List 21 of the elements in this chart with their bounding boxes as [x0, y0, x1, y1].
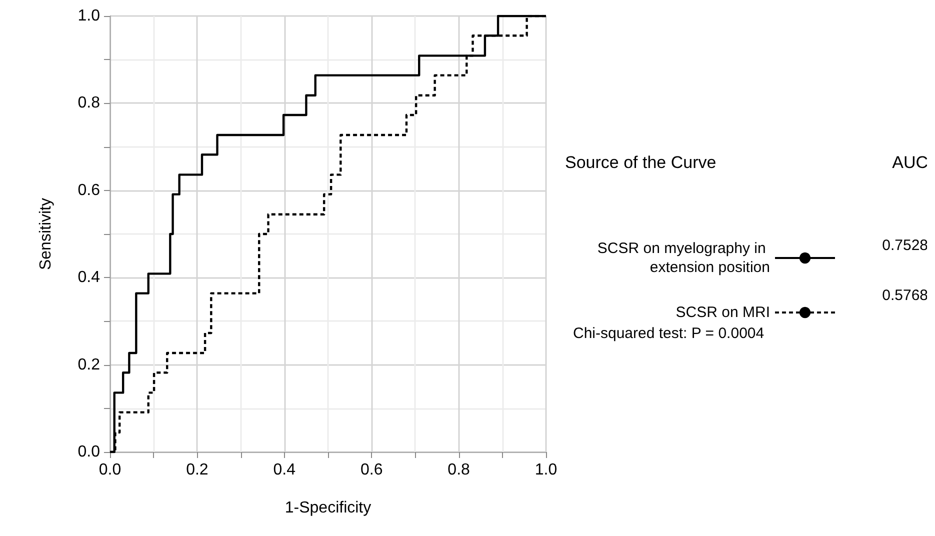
legend-label: SCSR on MRI [676, 304, 770, 321]
y-tick-label: 0.6 [78, 182, 100, 199]
x-tick-label: 0.8 [448, 462, 470, 478]
y-tick-label: 0.2 [78, 356, 100, 374]
x-tick-label: 0.2 [186, 462, 208, 478]
y-tick-label: 1.0 [78, 8, 100, 24]
text: AUC [892, 153, 928, 172]
x-tick-label: 0.0 [98, 462, 122, 478]
text: Chi-squared test: P = 0.0004 [573, 325, 764, 342]
x-tick-label: 0.4 [273, 462, 296, 478]
text: 0.7528 [882, 237, 928, 254]
legend-title: Source of the Curve [565, 153, 716, 172]
y-axis-title: Sensitivity [38, 198, 54, 270]
text: 0.5768 [882, 287, 928, 304]
y-tick-label: 0.4 [78, 269, 100, 286]
x-axis-title: 1-Specificity [284, 500, 372, 516]
y-tick-label: 0.8 [78, 94, 100, 112]
legend-label: SCSR on myelography in extension position [597, 240, 770, 276]
x-tick-label: 0.6 [360, 462, 383, 478]
y-tick-label: 0.0 [78, 444, 100, 460]
x-tick-label: 1.0 [534, 462, 558, 478]
